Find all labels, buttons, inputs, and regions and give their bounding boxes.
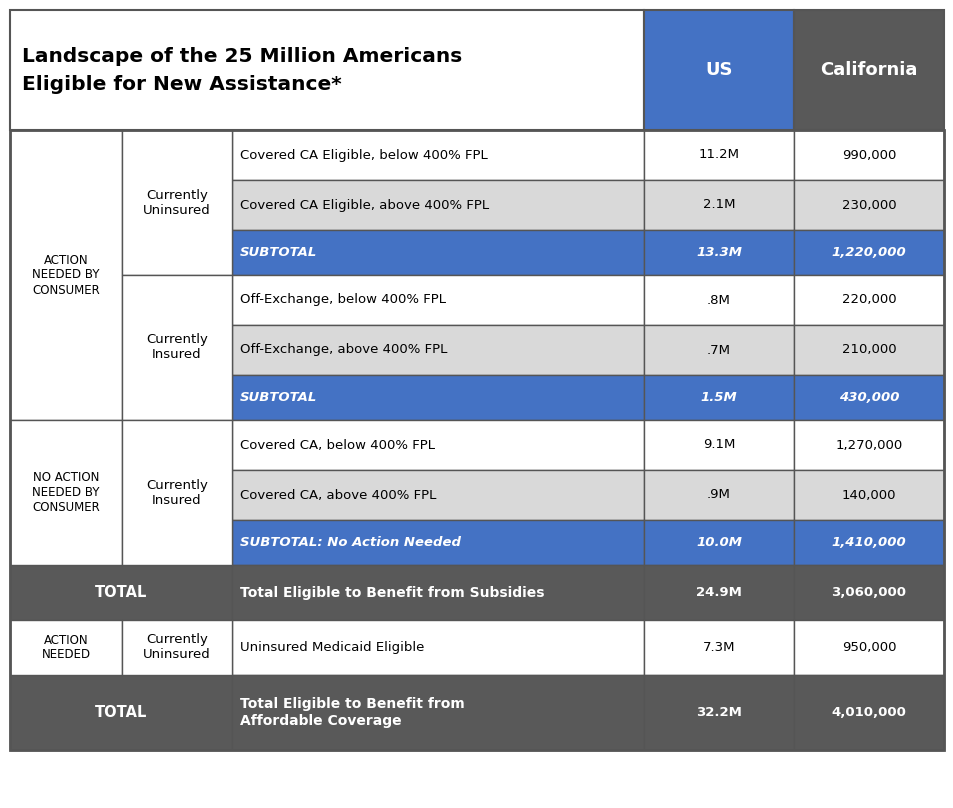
Text: .9M: .9M — [706, 489, 730, 502]
Text: 990,000: 990,000 — [841, 149, 895, 162]
Text: 220,000: 220,000 — [841, 293, 896, 306]
Text: 32.2M: 32.2M — [696, 706, 741, 719]
Bar — [122, 620, 232, 675]
Text: Total Eligible to Benefit from
Affordable Coverage: Total Eligible to Benefit from Affordabl… — [240, 697, 464, 727]
Text: 24.9M: 24.9M — [696, 586, 741, 599]
Text: Covered CA Eligible, above 400% FPL: Covered CA Eligible, above 400% FPL — [240, 199, 489, 212]
Text: SUBTOTAL: SUBTOTAL — [240, 391, 317, 404]
Text: 3,060,000: 3,060,000 — [831, 586, 905, 599]
Text: 10.0M: 10.0M — [696, 536, 741, 549]
Bar — [643, 10, 793, 130]
Bar — [643, 375, 793, 420]
Bar — [643, 230, 793, 275]
Text: Currently
Uninsured: Currently Uninsured — [143, 188, 211, 217]
Text: 7.3M: 7.3M — [702, 641, 735, 654]
Bar — [793, 620, 943, 675]
Text: Currently
Insured: Currently Insured — [146, 478, 208, 507]
Bar — [643, 520, 793, 565]
Bar — [793, 130, 943, 180]
Text: 230,000: 230,000 — [841, 199, 896, 212]
Text: .7M: .7M — [706, 343, 730, 356]
Text: Uninsured Medicaid Eligible: Uninsured Medicaid Eligible — [240, 641, 424, 654]
Text: Total Eligible to Benefit from Subsidies: Total Eligible to Benefit from Subsidies — [240, 586, 544, 600]
Bar — [643, 325, 793, 375]
Bar — [10, 420, 122, 565]
Bar — [232, 325, 643, 375]
Text: Covered CA Eligible, below 400% FPL: Covered CA Eligible, below 400% FPL — [240, 149, 487, 162]
Bar — [793, 470, 943, 520]
Text: 950,000: 950,000 — [841, 641, 895, 654]
Bar — [10, 675, 232, 750]
Bar — [643, 470, 793, 520]
Text: ACTION
NEEDED: ACTION NEEDED — [41, 633, 91, 662]
Bar — [232, 620, 643, 675]
Text: ACTION
NEEDED BY
CONSUMER: ACTION NEEDED BY CONSUMER — [32, 254, 100, 297]
Bar — [643, 130, 793, 180]
Text: .8M: .8M — [706, 293, 730, 306]
Text: 210,000: 210,000 — [841, 343, 896, 356]
Bar — [793, 275, 943, 325]
Bar — [232, 520, 643, 565]
Bar — [232, 130, 643, 180]
Text: Off-Exchange, above 400% FPL: Off-Exchange, above 400% FPL — [240, 343, 447, 356]
Text: 1,220,000: 1,220,000 — [831, 246, 905, 259]
Bar — [643, 180, 793, 230]
Text: 9.1M: 9.1M — [702, 439, 735, 452]
Text: Eligible for New Assistance*: Eligible for New Assistance* — [22, 74, 341, 94]
Bar — [232, 180, 643, 230]
Bar — [793, 565, 943, 620]
Bar — [10, 565, 232, 620]
Bar — [793, 420, 943, 470]
Bar — [232, 230, 643, 275]
Bar — [643, 620, 793, 675]
Text: TOTAL: TOTAL — [94, 585, 147, 600]
Text: 4,010,000: 4,010,000 — [831, 706, 905, 719]
Bar — [232, 420, 643, 470]
Text: California: California — [820, 61, 917, 79]
Text: 140,000: 140,000 — [841, 489, 895, 502]
Bar — [643, 275, 793, 325]
Bar — [122, 130, 232, 275]
Text: Landscape of the 25 Million Americans: Landscape of the 25 Million Americans — [22, 47, 462, 65]
Bar — [643, 675, 793, 750]
Text: US: US — [704, 61, 732, 79]
Text: 2.1M: 2.1M — [702, 199, 735, 212]
Bar — [793, 325, 943, 375]
Bar — [10, 130, 122, 420]
Bar — [10, 130, 943, 750]
Bar — [122, 275, 232, 420]
Text: Covered CA, below 400% FPL: Covered CA, below 400% FPL — [240, 439, 435, 452]
Text: 11.2M: 11.2M — [698, 149, 739, 162]
Text: Currently
Insured: Currently Insured — [146, 334, 208, 361]
Bar — [643, 565, 793, 620]
Bar — [232, 565, 643, 620]
Bar — [232, 675, 643, 750]
Text: 1,270,000: 1,270,000 — [835, 439, 902, 452]
Text: Currently
Uninsured: Currently Uninsured — [143, 633, 211, 662]
Text: Off-Exchange, below 400% FPL: Off-Exchange, below 400% FPL — [240, 293, 446, 306]
Text: Covered CA, above 400% FPL: Covered CA, above 400% FPL — [240, 489, 436, 502]
Bar — [793, 180, 943, 230]
Text: SUBTOTAL: No Action Needed: SUBTOTAL: No Action Needed — [240, 536, 460, 549]
Bar — [793, 520, 943, 565]
Text: 430,000: 430,000 — [838, 391, 899, 404]
Bar — [793, 375, 943, 420]
Bar — [793, 230, 943, 275]
Bar — [232, 470, 643, 520]
Text: SUBTOTAL: SUBTOTAL — [240, 246, 317, 259]
Bar — [793, 10, 943, 130]
Bar — [232, 375, 643, 420]
Bar — [793, 675, 943, 750]
Text: NO ACTION
NEEDED BY
CONSUMER: NO ACTION NEEDED BY CONSUMER — [32, 471, 100, 514]
Text: 1.5M: 1.5M — [700, 391, 737, 404]
Bar — [122, 420, 232, 565]
Bar — [643, 420, 793, 470]
Bar — [10, 10, 643, 130]
Text: TOTAL: TOTAL — [94, 705, 147, 720]
Bar — [10, 620, 122, 675]
Text: 1,410,000: 1,410,000 — [831, 536, 905, 549]
Text: 13.3M: 13.3M — [696, 246, 741, 259]
Bar — [232, 275, 643, 325]
